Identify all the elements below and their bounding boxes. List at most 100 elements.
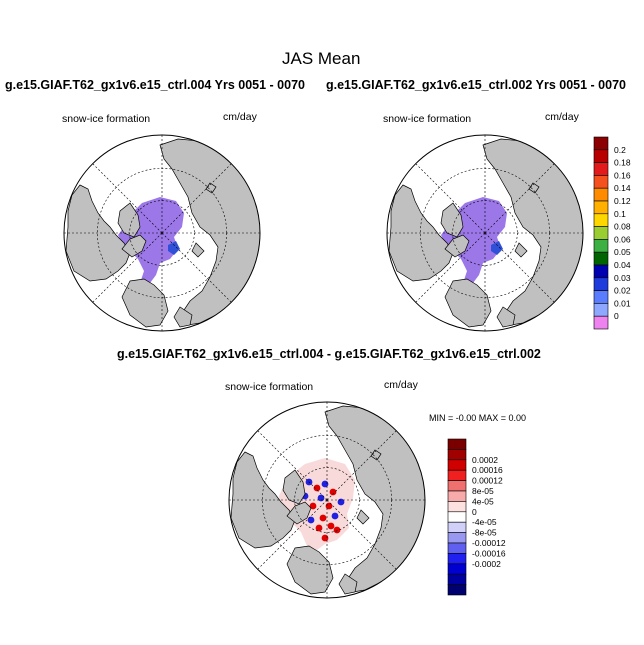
colorbar-label: 0.05 <box>614 247 631 257</box>
meridian-line <box>92 232 163 303</box>
colorbar-swatch <box>447 532 467 544</box>
panel3-title: g.e15.GIAF.T62_gx1v6.e15_ctrl.004 - g.e1… <box>117 347 541 361</box>
diff-cell <box>321 534 329 542</box>
colorbar-swatch <box>447 542 467 554</box>
meridian-line <box>257 499 328 570</box>
map-border <box>386 134 584 332</box>
land-mass <box>117 202 141 238</box>
colorbar-swatch <box>447 511 467 523</box>
meridian-line <box>415 163 486 234</box>
colorbar-swatch <box>447 480 467 492</box>
panel1-title: g.e15.GIAF.T62_gx1v6.e15_ctrl.004 Yrs 00… <box>5 78 305 92</box>
meridian-line <box>484 163 555 234</box>
colorbar-panel3: 0.00020.000160.000128e-054e-050-4e-05-8e… <box>447 438 506 596</box>
diff-cell <box>313 484 321 492</box>
land-mass <box>356 509 370 525</box>
colorbar-label: 0.03 <box>614 273 631 283</box>
meridian-line <box>326 430 397 501</box>
land-mass <box>121 278 169 328</box>
colorbar-label: -0.0002 <box>472 559 501 569</box>
polar-map-panel3 <box>228 401 426 599</box>
land-mass <box>173 306 193 328</box>
land-mass <box>191 242 205 258</box>
diff-cell <box>329 488 337 496</box>
meridian-line <box>257 430 328 501</box>
colorbar-label: 0.1 <box>614 209 626 219</box>
colorbar-swatch <box>593 264 609 279</box>
colorbar-label: 0.02 <box>614 286 631 296</box>
diff-cell <box>327 522 335 530</box>
colorbar-swatch <box>593 239 609 253</box>
diff-cell <box>307 516 315 524</box>
colorbar-swatch <box>593 226 609 240</box>
colorbar-swatch <box>447 563 467 575</box>
colorbar-swatch <box>447 438 467 450</box>
land-mass <box>440 202 464 238</box>
colorbar-label: 0.00012 <box>472 476 503 486</box>
colorbar-label: 0 <box>472 507 477 517</box>
land-mass <box>286 501 312 525</box>
colorbar-swatch <box>593 251 609 266</box>
panel2-title: g.e15.GIAF.T62_gx1v6.e15_ctrl.002 Yrs 00… <box>326 78 626 92</box>
land-mass <box>205 182 217 194</box>
colorbar-label: 0.01 <box>614 298 631 308</box>
colorbar-swatch <box>447 584 467 596</box>
panel2-field-label: snow-ice formation <box>383 113 472 125</box>
colorbar-swatch <box>447 490 467 502</box>
colorbar-swatch <box>593 136 609 151</box>
panel1-units: cm/day <box>223 111 257 123</box>
colorbar-label: -8e-05 <box>472 528 497 538</box>
colorbar-label: 0.16 <box>614 170 631 180</box>
colorbar-swatch <box>593 200 609 215</box>
diff-cell <box>325 502 333 510</box>
colorbar-swatch <box>447 573 467 585</box>
main-title: JAS Mean <box>282 49 361 68</box>
diff-cell <box>321 480 329 488</box>
colorbar-label: 0.14 <box>614 183 631 193</box>
colorbar-panel1: 0.2 0.18 0.16 0.14 0.12 0.1 0.08 0.06 0.05 0.04 0.… <box>593 136 631 330</box>
colorbar-swatch <box>593 290 609 304</box>
sea-ice-high <box>491 241 503 255</box>
meridian-line <box>484 232 555 303</box>
land-mass <box>444 278 492 328</box>
diff-cell <box>331 512 339 520</box>
panel3-minmax: MIN = -0.00 MAX = 0.00 <box>429 413 527 423</box>
land-mass <box>528 182 540 194</box>
colorbar-label: 0.08 <box>614 222 631 232</box>
land-mass <box>338 573 358 595</box>
colorbar-swatch <box>593 175 609 189</box>
colorbar-label: -0.00016 <box>472 548 506 558</box>
polar-map-panel2 <box>386 134 584 332</box>
diff-cell <box>309 502 317 510</box>
diff-cell <box>315 524 323 532</box>
land-mass <box>282 469 306 505</box>
diff-cell <box>337 498 345 506</box>
sea-ice-high <box>168 241 180 255</box>
colorbar-label: 8e-05 <box>472 486 494 496</box>
colorbar-label: 0.2 <box>614 145 626 155</box>
colorbar-swatch <box>593 277 609 291</box>
land-mass <box>496 306 516 328</box>
land-mass <box>286 545 334 595</box>
map-border <box>228 401 426 599</box>
colorbar-swatch <box>447 553 467 565</box>
land-mass <box>444 234 470 258</box>
meridian-line <box>161 232 232 303</box>
colorbar-swatch <box>447 459 467 471</box>
colorbar-swatch <box>593 213 609 227</box>
panel2-units: cm/day <box>545 111 579 123</box>
diff-cell <box>319 514 327 522</box>
map-border <box>63 134 261 332</box>
land-mass <box>370 449 382 461</box>
colorbar-label: 0 <box>614 311 619 321</box>
land-mass <box>121 234 147 258</box>
panel1-field-label: snow-ice formation <box>62 113 151 125</box>
colorbar-label: 4e-05 <box>472 496 494 506</box>
colorbar-label: 0.0002 <box>472 455 498 465</box>
colorbar-swatch <box>593 162 609 176</box>
colorbar-swatch <box>447 501 467 513</box>
colorbar-swatch <box>593 149 609 163</box>
land-mass <box>514 242 528 258</box>
meridian-line <box>326 499 397 570</box>
colorbar-swatch <box>447 469 467 481</box>
